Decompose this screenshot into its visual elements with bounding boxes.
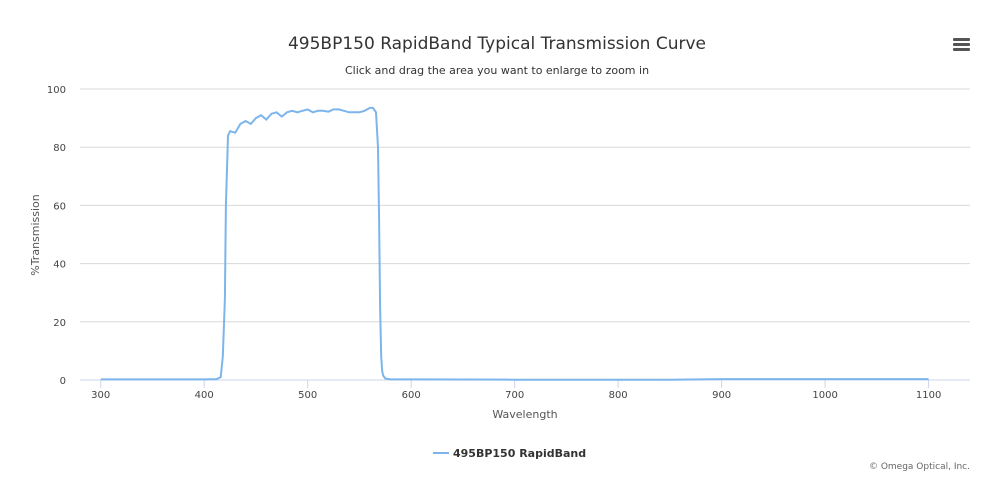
y-tick-label: 20 xyxy=(53,318,66,329)
y-axis-title: %Transmission xyxy=(29,194,42,276)
legend-label[interactable]: 495BP150 RapidBand xyxy=(453,447,586,460)
chart-title: 495BP150 RapidBand Typical Transmission … xyxy=(288,34,706,54)
x-tick-label: 400 xyxy=(195,390,214,401)
x-tick-label: 300 xyxy=(91,390,110,401)
x-tick-label: 800 xyxy=(609,390,628,401)
x-tick-label: 1100 xyxy=(916,390,941,401)
y-tick-label: 100 xyxy=(47,85,66,96)
x-axis-title: Wavelength xyxy=(492,408,557,421)
x-axis-ticks: 300 400 500 600 700 800 900 1000 1100 xyxy=(91,380,941,401)
y-tick-label: 60 xyxy=(53,201,66,212)
x-tick-label: 700 xyxy=(505,390,524,401)
chart-subtitle: Click and drag the area you want to enla… xyxy=(345,64,649,77)
grid xyxy=(80,88,970,323)
x-tick-label: 900 xyxy=(712,390,731,401)
x-tick-label: 600 xyxy=(402,390,421,401)
y-tick-label: 80 xyxy=(53,143,66,154)
hamburger-menu-icon[interactable] xyxy=(950,36,972,56)
series-line-495bp150[interactable] xyxy=(100,106,929,381)
credits[interactable]: © Omega Optical, Inc. xyxy=(869,462,970,472)
y-tick-label: 0 xyxy=(60,376,66,387)
x-tick-label: 500 xyxy=(298,390,317,401)
x-tick-label: 1000 xyxy=(812,390,837,401)
legend-item[interactable]: 495BP150 RapidBand xyxy=(433,447,586,460)
y-axis-ticks: 0 20 40 60 80 100 xyxy=(47,85,66,387)
y-tick-label: 40 xyxy=(53,260,66,271)
